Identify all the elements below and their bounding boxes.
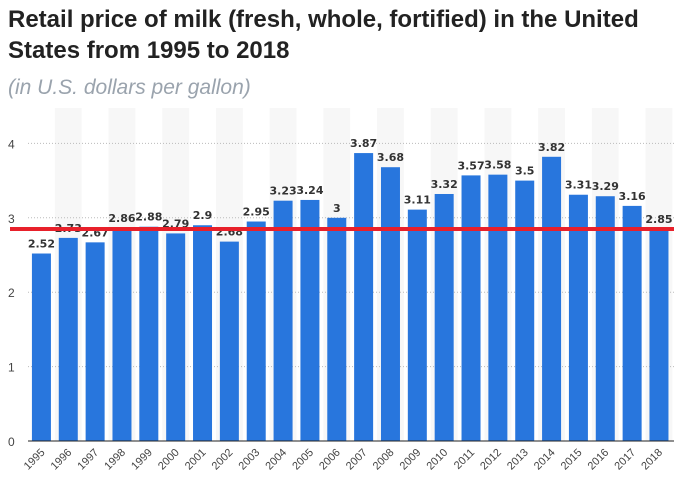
x-tick-label: 2012 [478, 447, 504, 473]
bar-2006 [327, 217, 347, 441]
bar-2017 [622, 205, 642, 441]
bar-2008 [380, 167, 400, 441]
bar-2016 [595, 196, 615, 441]
x-tick-label: 2016 [586, 447, 612, 473]
x-tick-label: 2001 [183, 447, 209, 473]
y-tick-label: 4 [8, 137, 15, 151]
x-tick-label: 2002 [210, 447, 236, 473]
bar-2012 [488, 174, 508, 441]
bar-2002 [219, 241, 239, 441]
x-tick-label: 2006 [317, 447, 343, 473]
data-label: 3.16 [619, 190, 646, 203]
x-tick-label: 2000 [156, 447, 182, 473]
chart-title: Retail price of milk (fresh, whole, fort… [8, 6, 639, 64]
data-label: 2.86 [108, 212, 135, 225]
data-label: 2.9 [193, 209, 213, 222]
data-label: 3.11 [404, 194, 431, 207]
bar-2004 [273, 200, 293, 441]
x-tick-label: 1998 [102, 447, 128, 473]
data-label: 3.29 [592, 180, 619, 193]
y-tick-label: 3 [8, 212, 15, 226]
data-label: 3.31 [565, 179, 592, 192]
y-tick-label: 0 [8, 435, 15, 449]
data-label: 3.32 [431, 178, 458, 191]
bar-2013 [515, 180, 535, 441]
x-tick-label: 1996 [49, 447, 75, 473]
x-tick-label: 2010 [424, 447, 450, 473]
x-tick-label: 2008 [371, 447, 397, 473]
x-tick-label: 2018 [639, 447, 665, 473]
x-tick-label: 2013 [505, 447, 531, 473]
data-label: 2.52 [28, 238, 55, 251]
x-tick-label: 2004 [263, 447, 289, 473]
data-label: 3.23 [270, 185, 297, 198]
bar-1999 [139, 226, 159, 441]
x-tick-label: 1999 [129, 447, 155, 473]
bar-2010 [434, 193, 454, 441]
data-label: 3.82 [538, 141, 565, 154]
bar-2001 [193, 225, 213, 441]
x-tick-label: 2014 [532, 447, 558, 473]
bar-2009 [407, 209, 427, 441]
bar-2005 [300, 199, 320, 441]
bar-2011 [461, 175, 481, 441]
bar-1996 [58, 237, 78, 441]
data-label: 3 [333, 202, 341, 215]
data-label: 3.57 [457, 159, 484, 172]
chart-subtitle: (in U.S. dollars per gallon) [8, 76, 251, 99]
data-label: 3.24 [296, 184, 323, 197]
x-tick-label: 2011 [452, 447, 477, 472]
bar-2003 [246, 221, 266, 441]
bar-2018 [649, 228, 669, 441]
x-tick-label: 1995 [22, 447, 48, 473]
data-label: 2.88 [135, 211, 162, 224]
x-tick-label: 2007 [344, 447, 370, 473]
data-label: 3.87 [350, 137, 377, 150]
bar-1998 [112, 228, 132, 441]
y-tick-label: 2 [8, 286, 15, 300]
x-tick-label: 2015 [559, 447, 585, 473]
y-tick-label: 1 [8, 361, 15, 375]
bar-1995 [31, 253, 51, 441]
bar-2014 [542, 156, 562, 442]
data-label: 3.58 [484, 159, 511, 172]
bar-2007 [354, 153, 374, 441]
bar-2000 [166, 233, 186, 441]
bar-1997 [85, 242, 105, 441]
bar-2015 [568, 194, 588, 441]
data-label: 3.68 [377, 151, 404, 164]
data-label: 2.85 [645, 213, 672, 226]
x-tick-label: 2009 [398, 447, 424, 473]
data-label: 3.5 [515, 165, 535, 178]
x-tick-label: 2005 [290, 447, 316, 473]
x-tick-label: 2017 [612, 447, 638, 473]
x-tick-label: 1997 [75, 447, 101, 473]
data-label: 2.95 [243, 206, 270, 219]
x-tick-label: 2003 [237, 447, 263, 473]
